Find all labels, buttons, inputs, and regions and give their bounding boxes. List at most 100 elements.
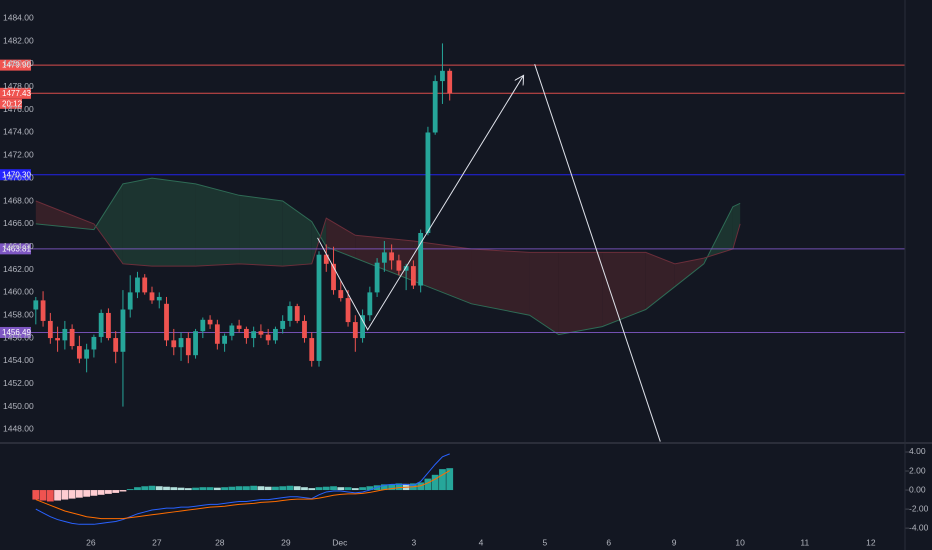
candle-body [98,312,104,337]
level-label: 1477.43 [2,89,31,98]
histogram-bar [431,474,439,491]
x-tick-label: 29 [281,537,291,547]
y2-tick-label: 2.00 [909,465,926,475]
candle-body [193,331,198,356]
candle-body [33,300,39,310]
x-tick-label: 26 [86,537,96,547]
level-label: 1456.49 [2,328,31,337]
histogram-bar [286,485,294,491]
candle-body [55,338,60,341]
level-label: 1463.81 [2,244,31,253]
x-tick-label: Dec [332,537,348,547]
histogram-bar [39,490,47,501]
candle-body [178,338,184,348]
histogram-bar [366,486,374,491]
histogram-bar [83,490,91,497]
histogram-bar [54,490,61,501]
histogram-bar [301,487,308,491]
histogram-bar [119,490,127,492]
candle-body [309,338,315,361]
x-tick-label: 11 [800,537,809,547]
x-tick-label: 9 [672,537,677,547]
y-tick-label: 1452.00 [3,378,34,388]
histogram-bar [272,486,279,491]
histogram-bar [163,486,170,491]
histogram-bar [199,487,207,491]
cloud-segment [195,183,240,267]
candle-body [440,70,445,82]
candle-body [338,290,344,299]
candle-body [229,325,235,336]
histogram-bar [105,490,112,494]
y-tick-label: 1448.00 [3,424,34,434]
y2-tick-label: 4.00 [909,446,926,456]
countdown: 20:12 [2,99,23,108]
candle-body [106,312,111,339]
candle-body [69,328,75,347]
candle-body [374,262,380,293]
y-tick-label: 1456.00 [3,332,34,342]
candle-body [381,252,387,263]
candle-body [396,260,402,271]
candle-body [425,132,431,233]
x-tick-label: 4 [479,537,484,547]
candle-body [200,319,206,332]
candle-body [294,306,300,321]
y-tick-label: 1480.00 [3,58,34,68]
candle-body [265,334,271,341]
x-tick-label: 6 [606,537,611,547]
candle-body [273,328,278,341]
cloud-segment [413,240,472,304]
histogram-bar [148,485,156,491]
x-tick-label: 28 [215,537,225,547]
histogram-bar [126,489,134,491]
candle-body [113,338,119,352]
histogram-bar [388,484,396,491]
x-tick-label: 5 [542,537,547,547]
histogram-bar [213,487,221,491]
cloud-segment [35,201,94,230]
level-label-box [0,243,31,255]
y2-tick-label: -2.00 [909,503,929,513]
candle-body [352,322,358,339]
macd-line [35,453,450,525]
cloud-segment [602,252,646,327]
histogram-bar [221,487,229,491]
histogram-bar [395,483,403,491]
level-label-box [0,326,31,338]
histogram-bar [322,486,330,491]
histogram-bar [97,490,105,495]
candle-body [302,320,307,339]
y-tick-label: 1468.00 [3,195,34,205]
histogram-bar [192,487,199,491]
y2-tick-label: -4.00 [909,522,929,532]
y-tick-label: 1464.00 [3,241,34,251]
candle-body [432,81,438,133]
cloud-segment [93,183,123,264]
candle-body [120,309,126,352]
histogram-bar [293,486,301,491]
candle-body [214,324,220,344]
y-tick-label: 1454.00 [3,355,34,365]
cloud-segment [529,252,559,335]
histogram-bar [112,490,120,493]
candle-body [84,349,90,359]
level-label-box [0,87,31,99]
candle-body [360,315,365,339]
histogram-bar [155,486,163,491]
cloud-segment [282,201,312,267]
candle-body [331,263,336,291]
histogram-bar [446,468,454,491]
signal-line [35,470,450,520]
candles [33,43,453,407]
candle-body [447,70,453,94]
candle-body [127,292,133,310]
projection-line [317,76,523,331]
y-tick-label: 1462.00 [3,264,34,274]
histogram-bar [134,487,141,491]
cloud-segment [674,258,704,287]
histogram-bar [90,490,98,496]
